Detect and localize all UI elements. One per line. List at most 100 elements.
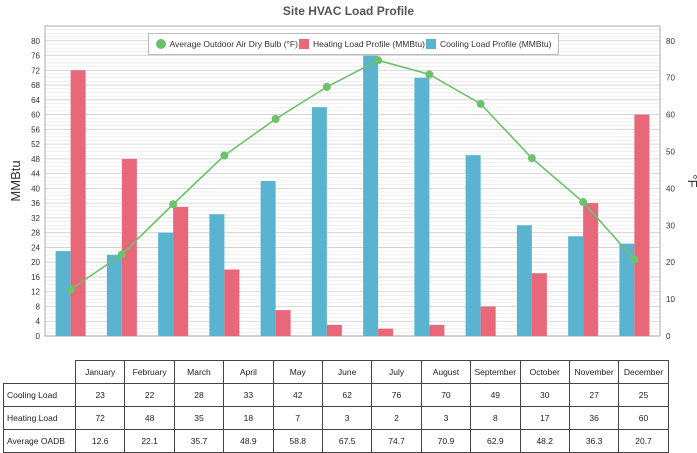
oadb-point	[220, 151, 229, 160]
cooling-bar	[619, 243, 635, 336]
y-left-tick-label: 80	[31, 37, 40, 46]
heating-bar	[275, 310, 291, 336]
heating-bar	[326, 324, 342, 336]
table-cell: 76	[371, 383, 422, 407]
cooling-bar	[568, 236, 584, 336]
y-left-axis-title: MMBtu	[8, 160, 23, 201]
cooling-bar	[516, 225, 532, 336]
table-cell: 23	[74, 383, 126, 407]
table-cell: 48	[124, 406, 175, 430]
y-left-tick-label: 20	[31, 258, 40, 267]
table-cell: 27	[568, 383, 620, 407]
y-right-tick-label: 0	[666, 332, 671, 341]
table-column-header: June	[321, 360, 373, 384]
oadb-point	[630, 255, 639, 264]
heating-bar	[173, 206, 189, 336]
heating-bar	[531, 273, 547, 336]
heating-bar	[70, 70, 86, 337]
y-left-tick-label: 8	[36, 302, 41, 311]
y-left-tick-label: 24	[31, 243, 40, 252]
table-cell: 33	[223, 383, 274, 407]
heating-bar	[224, 269, 240, 336]
table-cell: 42	[272, 383, 323, 407]
legend-label-cooling: Cooling Load Profile (MMBtu)	[439, 39, 552, 49]
table-cell: 72	[74, 406, 126, 430]
table-column-header: August	[420, 360, 472, 384]
table-cell: 30	[519, 383, 570, 407]
y-left-tick-label: 52	[31, 140, 40, 149]
table-cell: 2	[371, 406, 422, 430]
table-column-header: October	[519, 360, 570, 384]
table-cell: 3	[420, 406, 472, 430]
table-cell: 60	[618, 406, 669, 430]
chart-title: Site HVAC Load Profile	[282, 4, 415, 18]
legend-swatch-oadb	[155, 39, 166, 49]
table-column-header: September	[470, 360, 521, 384]
legend-item-oadb[interactable]: Average Outdoor Air Dry Bulb (°F)	[155, 39, 298, 49]
table-cell: 36	[568, 406, 620, 430]
cooling-bar	[209, 214, 225, 336]
y-left-tick-label: 32	[31, 214, 40, 223]
cooling-bar	[311, 107, 327, 336]
legend-label-oadb: Average Outdoor Air Dry Bulb (°F)	[169, 39, 298, 49]
y-right-tick-label: 30	[666, 221, 675, 230]
table-cell: 18	[223, 406, 274, 430]
table-column-header: July	[371, 360, 422, 384]
table-cell: 8	[470, 406, 521, 430]
legend-item-cooling[interactable]: Cooling Load Profile (MMBtu)	[425, 39, 552, 49]
oadb-point	[476, 99, 485, 108]
table-column-header: December	[618, 360, 669, 384]
oadb-point	[527, 154, 536, 163]
table-cell: 49	[470, 383, 521, 407]
cooling-bar	[414, 77, 430, 337]
y-left-tick-label: 60	[31, 111, 40, 120]
y-left-tick-label: 36	[31, 199, 40, 208]
y-right-tick-label: 40	[666, 184, 675, 193]
y-left-tick-label: 56	[31, 125, 40, 134]
table-column-header: April	[223, 360, 274, 384]
oadb-point	[322, 82, 331, 91]
table-row: Heating Load 72 48 35 18 7 3 2 3 8 17 36 60	[3, 406, 669, 430]
y-left-tick-label: 76	[31, 52, 40, 61]
heating-bar	[583, 203, 599, 336]
table-row-label: Heating Load	[3, 406, 76, 430]
oadb-point	[169, 200, 178, 209]
table-row-label: Cooling Load	[3, 383, 76, 407]
table-cell: 7	[272, 406, 323, 430]
y-left-tick-label: 40	[31, 184, 40, 193]
heating-bar	[480, 306, 496, 336]
y-right-tick-label: 10	[666, 295, 675, 304]
hvac-chart: 0481216202428323640444852566064687276800…	[8, 25, 697, 341]
y-left-tick-label: 48	[31, 155, 40, 164]
table-column-header: November	[568, 360, 620, 384]
legend-label-heating: Heating Load Profile (MMBtu)	[312, 39, 425, 49]
table-cell: 25	[618, 383, 669, 407]
y-left-tick-label: 0	[36, 332, 41, 341]
legend-swatch-cooling	[425, 39, 436, 49]
oadb-point	[425, 70, 434, 79]
table-column-header: January	[74, 360, 126, 384]
table-column-header: March	[173, 360, 225, 384]
cooling-bar	[363, 55, 379, 337]
legend-item-heating[interactable]: Heating Load Profile (MMBtu)	[298, 39, 425, 49]
y-left-tick-label: 16	[31, 273, 40, 282]
table-cell: 62	[321, 383, 373, 407]
data-table: January February March April May June July Augu…	[3, 360, 669, 453]
cooling-bar	[55, 251, 71, 336]
table-header-row: January February March April May June July Augu…	[3, 360, 669, 384]
y-right-tick-label: 50	[666, 147, 675, 156]
y-right-tick-label: 60	[666, 111, 675, 120]
oadb-point	[579, 198, 588, 207]
cooling-bar	[260, 181, 276, 336]
table-cell: 17	[519, 406, 570, 430]
y-left-tick-label: 4	[36, 317, 41, 326]
y-left-tick-label: 72	[31, 66, 40, 75]
oadb-point	[374, 56, 383, 65]
table-cell: 3	[321, 406, 373, 430]
table-cell: 35	[173, 406, 225, 430]
table-cell: 70	[420, 383, 472, 407]
y-right-tick-label: 20	[666, 258, 675, 267]
table-column-header: February	[124, 360, 175, 384]
table-corner	[3, 360, 76, 384]
legend-swatch-heating	[298, 39, 309, 49]
